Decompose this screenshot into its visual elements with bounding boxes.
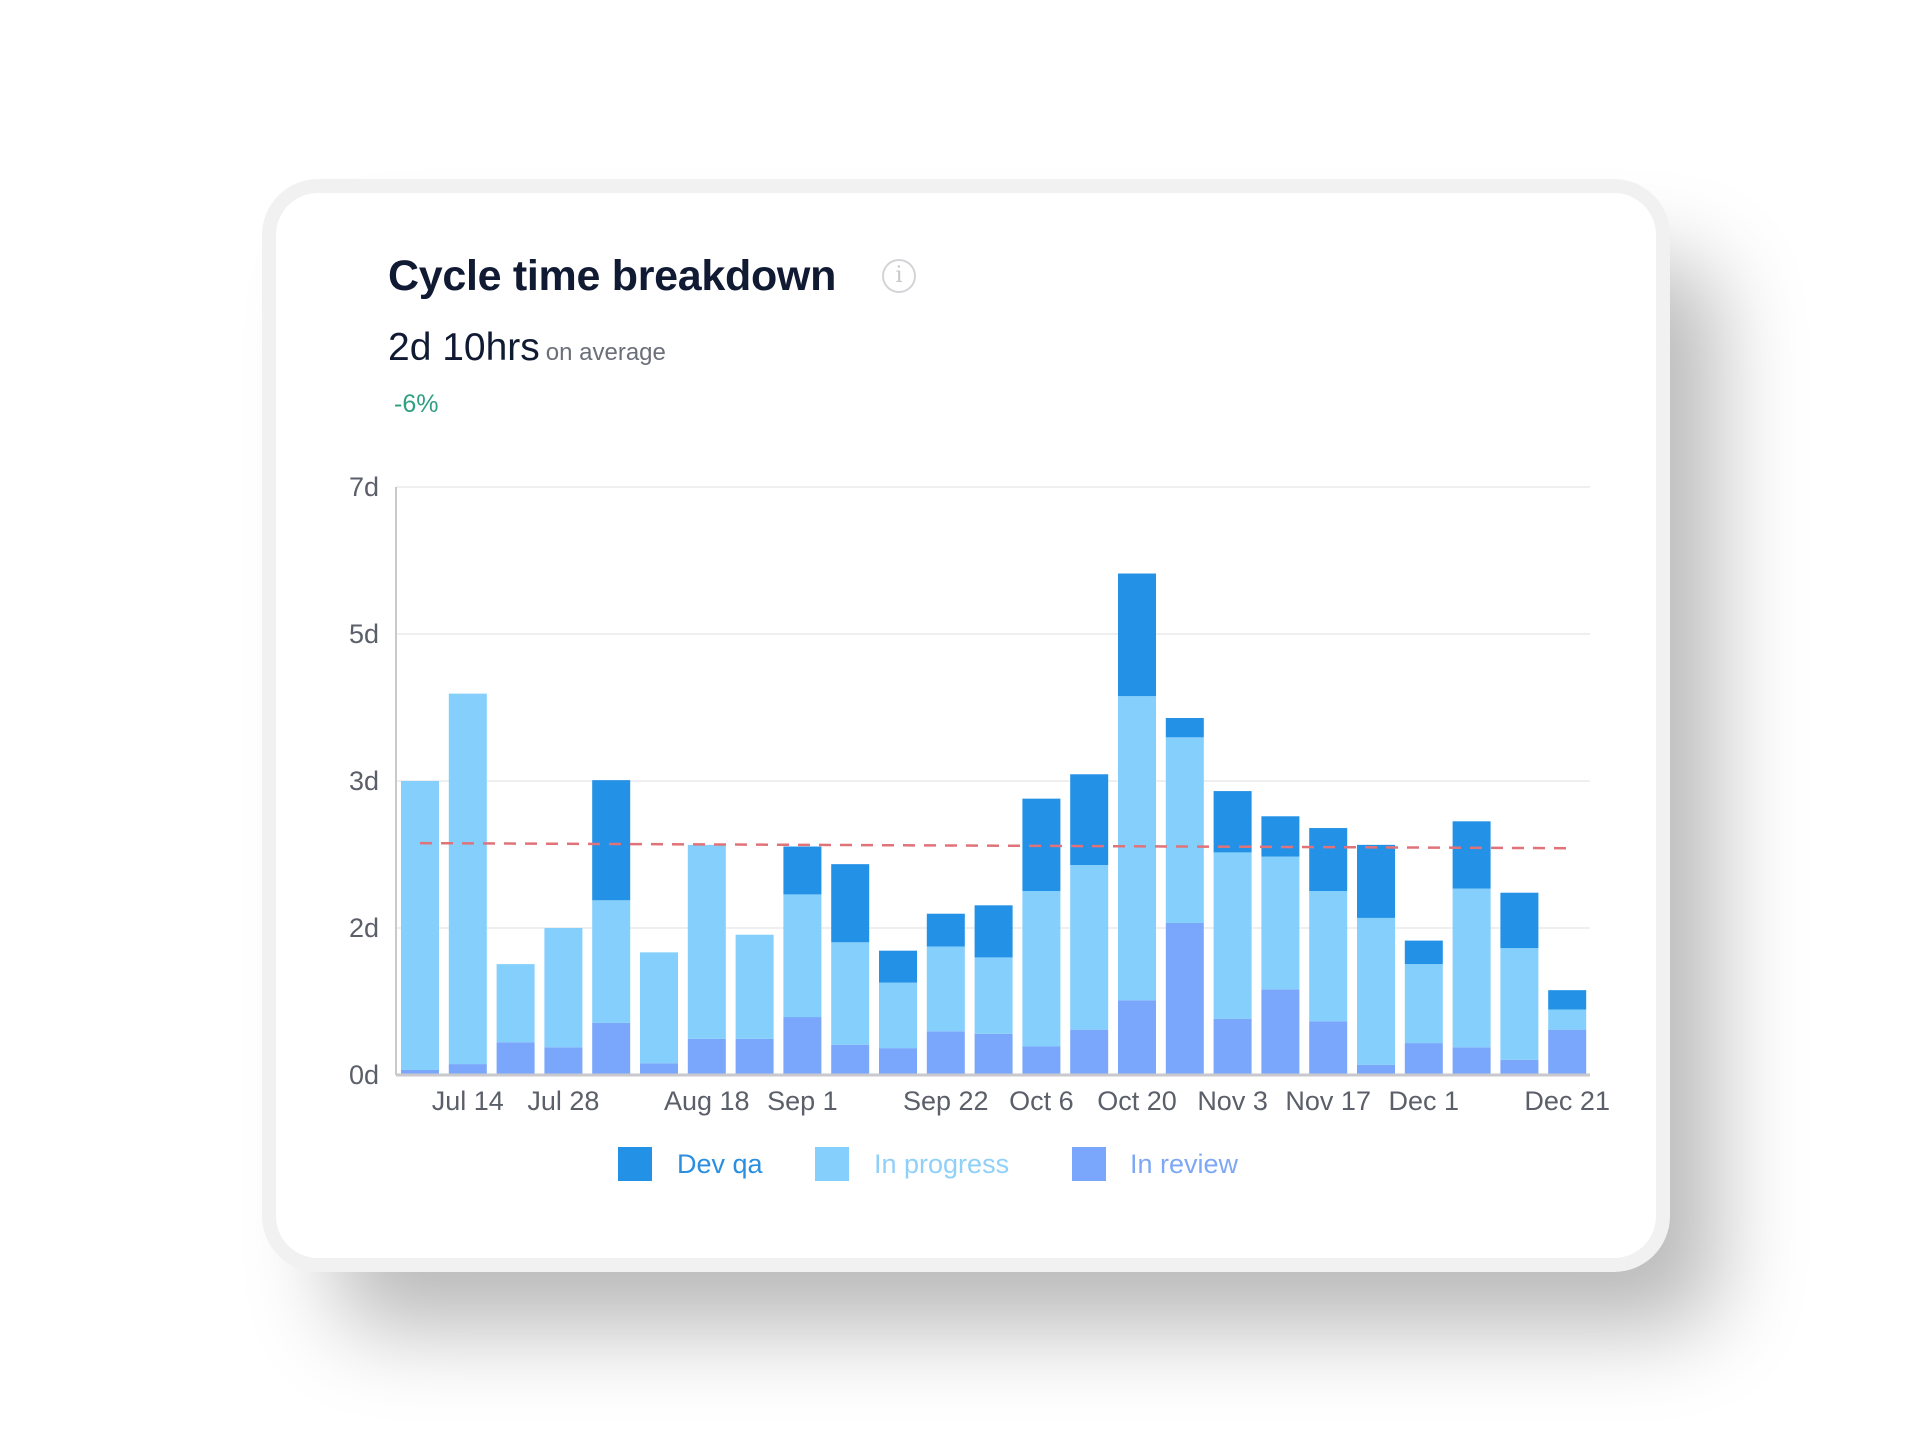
bar-dev-qa (592, 780, 631, 901)
bar-dev-qa (1261, 816, 1300, 857)
bar-in-review (1118, 1000, 1156, 1075)
bar-dev-qa (1309, 828, 1348, 892)
bar-in-progress (1404, 964, 1443, 1044)
bar-in-review (687, 1038, 726, 1075)
x-tick-label: Sep 1 (767, 1086, 838, 1116)
average-reference-line (419, 841, 1568, 850)
x-tick-label: Aug 18 (664, 1086, 750, 1116)
bar-in-progress (1118, 696, 1156, 1001)
bar-dev-qa (831, 864, 870, 943)
bar-in-progress (544, 928, 583, 1048)
bar-in-progress (1500, 948, 1539, 1060)
bar-in-review (1404, 1043, 1443, 1075)
bar-dev-qa (1548, 990, 1587, 1010)
bar-in-progress (1309, 891, 1348, 1022)
y-tick-label: 0d (349, 1060, 379, 1090)
bar-dev-qa (1165, 718, 1204, 738)
x-tick-label: Dec 1 (1389, 1086, 1460, 1116)
chart-title: Cycle time breakdown (388, 252, 837, 300)
x-tick-label: Sep 22 (903, 1086, 989, 1116)
legend-swatch-0 (618, 1147, 652, 1181)
bar-in-review (1309, 1021, 1348, 1075)
bar-in-review (926, 1031, 965, 1075)
bar-in-progress (1261, 856, 1300, 990)
bar-dev-qa (926, 913, 965, 947)
bar-in-review (1452, 1047, 1491, 1075)
bar-dev-qa (1500, 892, 1539, 949)
bar-in-review (1022, 1046, 1061, 1075)
bar-in-review (831, 1044, 870, 1075)
average-summary: 2d 10hrs on average (388, 326, 666, 370)
bar-in-review (735, 1038, 774, 1075)
bar-in-review (448, 1064, 487, 1075)
bar-dev-qa (1070, 774, 1109, 865)
bar-dev-qa (974, 905, 1013, 958)
bar-in-review (1261, 989, 1300, 1075)
x-tick-label: Jul 28 (527, 1086, 599, 1116)
average-label: on average (545, 339, 666, 366)
bar-in-progress (1070, 865, 1109, 1030)
bar-in-review (1213, 1018, 1252, 1075)
bar-in-progress (448, 693, 487, 1065)
bar-in-progress (783, 894, 822, 1018)
bar-in-review (640, 1063, 678, 1075)
bar-in-progress (1548, 1009, 1587, 1030)
bar-dev-qa (1357, 844, 1395, 918)
y-tick-label: 5d (349, 619, 379, 649)
bar-in-review (1070, 1029, 1109, 1075)
bar-in-progress (974, 957, 1013, 1034)
bar-dev-qa (1452, 821, 1491, 889)
bar-in-progress (401, 781, 439, 1070)
legend-label: In review (1130, 1149, 1239, 1179)
bar-in-review (496, 1042, 535, 1075)
legend-swatch-1 (815, 1147, 849, 1181)
bar-in-review (544, 1047, 583, 1075)
bar-dev-qa (783, 846, 822, 895)
y-tick-label: 2d (349, 913, 379, 943)
average-value: 2d 10hrs (388, 326, 540, 369)
bar-in-review (401, 1069, 439, 1075)
bar-in-progress (831, 942, 870, 1045)
bar-in-progress (926, 946, 965, 1032)
x-tick-label: Nov 17 (1285, 1086, 1371, 1116)
bar-in-review (592, 1022, 631, 1075)
bar-in-progress (640, 952, 678, 1064)
legend-label: Dev qa (677, 1149, 764, 1179)
bar-in-review (879, 1048, 917, 1075)
bar-in-review (1548, 1029, 1587, 1075)
x-tick-label: Oct 6 (1009, 1086, 1074, 1116)
bar-dev-qa (1118, 573, 1156, 697)
bar-dev-qa (1213, 791, 1252, 853)
bar-in-progress (592, 900, 631, 1023)
bar-in-review (1500, 1059, 1539, 1075)
legend-swatch-2 (1072, 1147, 1106, 1181)
x-tick-label: Dec 21 (1524, 1086, 1610, 1116)
info-circle-icon[interactable]: i (882, 259, 916, 293)
x-tick-label: Oct 20 (1097, 1086, 1177, 1116)
bar-in-progress (687, 844, 726, 1039)
bar-in-progress (1213, 852, 1252, 1019)
bar-in-review (1357, 1064, 1395, 1075)
bar-in-review (974, 1033, 1013, 1075)
bar-in-progress (1165, 737, 1204, 923)
change-percent: -6% (394, 390, 439, 418)
y-tick-label: 3d (349, 766, 379, 796)
x-tick-label: Jul 14 (432, 1086, 504, 1116)
bar-in-review (1165, 922, 1204, 1075)
bar-in-progress (735, 934, 774, 1039)
bar-in-progress (879, 982, 917, 1049)
x-tick-label: Nov 3 (1197, 1086, 1268, 1116)
y-tick-label: 7d (349, 472, 379, 502)
chart-card (276, 193, 1656, 1258)
bar-dev-qa (879, 950, 917, 983)
bar-in-progress (496, 964, 535, 1043)
bar-dev-qa (1404, 940, 1443, 965)
legend-label: In progress (874, 1149, 1009, 1179)
bar-in-progress (1357, 917, 1395, 1065)
bar-in-progress (1022, 891, 1061, 1047)
bar-in-review (783, 1017, 822, 1075)
bar-in-progress (1452, 888, 1491, 1048)
